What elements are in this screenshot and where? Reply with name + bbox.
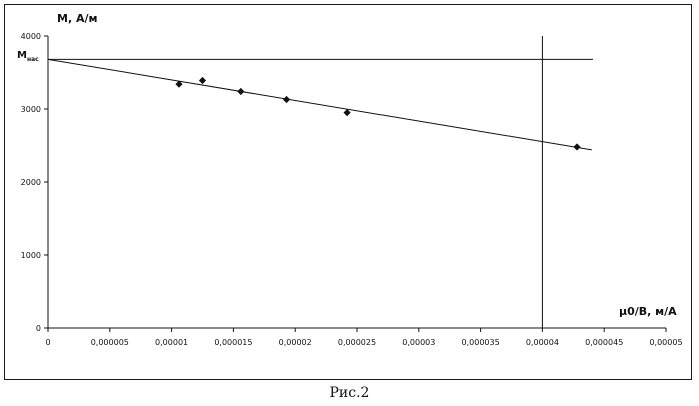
saturation-label: Mнас — [17, 50, 39, 63]
data-point-diamond — [573, 143, 580, 150]
x-axis-title: μ0/B, м/А — [619, 305, 677, 318]
x-tick-label: 0,000015 — [214, 338, 252, 347]
x-tick-label: 0,00005 — [649, 338, 682, 347]
x-tick-label: 0,000045 — [585, 338, 623, 347]
data-point-diamond — [283, 96, 290, 103]
data-points — [175, 77, 580, 151]
saturation-label-main: M — [17, 50, 27, 61]
trendline — [48, 59, 592, 150]
x-tick-label: 0,00001 — [155, 338, 188, 347]
reference-lines — [48, 36, 593, 328]
y-tick-label: 2000 — [21, 178, 41, 187]
y-tick-label: 1000 — [21, 251, 41, 260]
x-tick-label: 0,000005 — [91, 338, 129, 347]
trendline-layer — [48, 59, 592, 150]
x-tick-label: 0,00004 — [526, 338, 559, 347]
data-point-diamond — [344, 109, 351, 116]
y-tick-label: 4000 — [21, 32, 41, 41]
tick-labels: 0 0,000005 0,00001 0,000015 0,00002 0,000025 0… — [21, 32, 683, 347]
y-axis-title: M, А/м — [57, 12, 97, 25]
x-tick-label: 0,00003 — [402, 338, 435, 347]
saturation-label-sub: нас — [27, 56, 39, 63]
y-tick-label: 0 — [36, 324, 41, 333]
y-tick-label: 3000 — [21, 105, 41, 114]
x-tick-label: 0,00002 — [279, 338, 312, 347]
figure-caption: Рис.2 — [0, 385, 699, 401]
axes-layer — [44, 36, 666, 332]
data-point-diamond — [199, 77, 206, 84]
x-tick-label: 0 — [45, 338, 50, 347]
x-tick-label: 0,000025 — [338, 338, 376, 347]
data-point-diamond — [237, 88, 244, 95]
x-tick-label: 0,000035 — [462, 338, 500, 347]
